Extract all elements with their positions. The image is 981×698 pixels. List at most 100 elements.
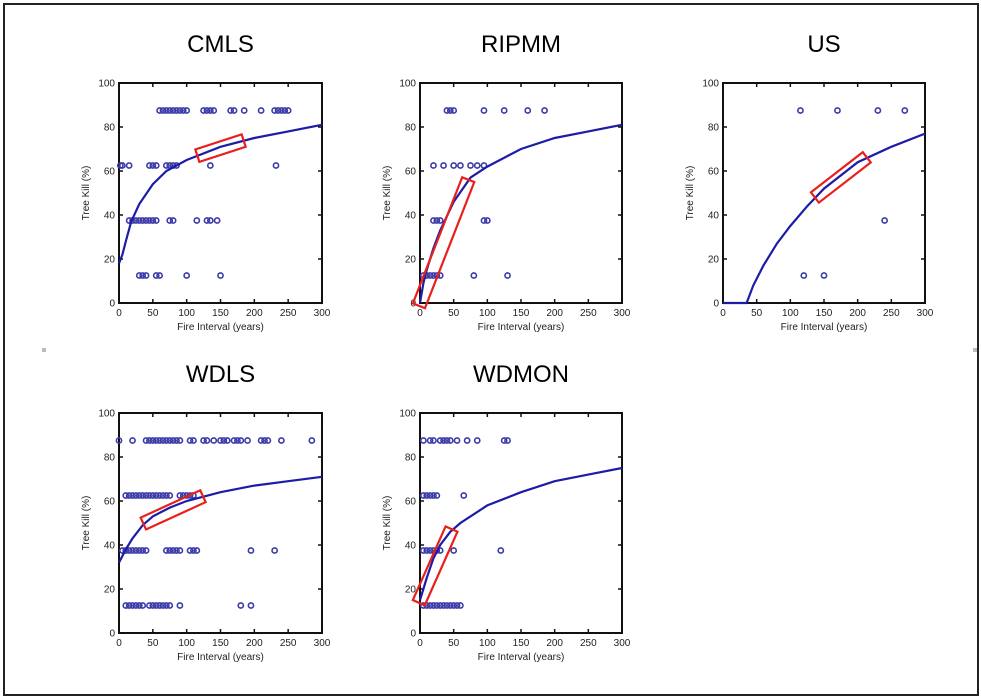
y-tick-label: 80 bbox=[104, 123, 116, 134]
data-point bbox=[156, 492, 163, 499]
data-point bbox=[460, 492, 468, 499]
data-point bbox=[135, 602, 143, 609]
data-point bbox=[132, 547, 140, 554]
data-point bbox=[162, 492, 170, 499]
data-point bbox=[281, 107, 289, 114]
y-tick-label: 0 bbox=[109, 299, 115, 310]
subplot-wdmon: WDMON 0 50 100 150 200 250 300 0 20 40 60 80 100 Fire … bbox=[382, 361, 631, 663]
y-tick-label: 60 bbox=[104, 167, 116, 178]
data-point bbox=[210, 437, 218, 444]
data-point bbox=[450, 107, 458, 114]
x-tick-label: 50 bbox=[751, 308, 763, 319]
data-point bbox=[419, 492, 427, 499]
data-point bbox=[440, 437, 447, 444]
data-point bbox=[440, 602, 447, 609]
fit-curve bbox=[117, 123, 323, 264]
data-point bbox=[190, 437, 197, 444]
data-point bbox=[450, 547, 458, 554]
x-tick-label: 0 bbox=[720, 308, 726, 319]
data-point bbox=[193, 547, 201, 554]
data-point bbox=[125, 547, 133, 554]
data-point bbox=[203, 217, 211, 224]
y-tick-label: 40 bbox=[405, 211, 417, 222]
data-point bbox=[524, 107, 532, 114]
data-point bbox=[473, 437, 481, 444]
data-point bbox=[247, 547, 255, 554]
y-tick-label: 80 bbox=[405, 123, 417, 134]
data-point bbox=[443, 107, 451, 114]
data-point bbox=[443, 602, 451, 609]
data-point bbox=[176, 492, 184, 499]
x-tick-label: 50 bbox=[448, 308, 460, 319]
data-point bbox=[446, 107, 454, 114]
data-point bbox=[456, 602, 464, 609]
data-point bbox=[169, 217, 177, 224]
data-point bbox=[152, 272, 160, 279]
y-tick-label: 20 bbox=[708, 255, 720, 266]
x-tick-label: 100 bbox=[782, 308, 799, 319]
data-point bbox=[430, 162, 437, 169]
data-point bbox=[142, 217, 150, 224]
x-tick-label: 300 bbox=[614, 308, 631, 319]
data-point bbox=[125, 492, 133, 499]
data-point bbox=[500, 437, 508, 444]
subplot-wdls: WDLS 0 50 100 150 200 250 300 0 20 40 60 80 100 Fire I… bbox=[81, 361, 331, 663]
subplot-title: CMLS bbox=[187, 31, 254, 58]
data-point bbox=[146, 162, 153, 169]
data-point bbox=[450, 602, 458, 609]
x-axis-label: Fire Interval (years) bbox=[781, 322, 868, 333]
data-point bbox=[247, 602, 255, 609]
data-point bbox=[139, 602, 147, 609]
data-point bbox=[149, 602, 157, 609]
data-point bbox=[152, 217, 160, 224]
data-point bbox=[183, 272, 191, 279]
y-tick-label: 40 bbox=[104, 541, 116, 552]
data-point bbox=[152, 162, 160, 169]
data-point bbox=[129, 437, 136, 444]
y-tick-label: 80 bbox=[405, 453, 417, 464]
data-point bbox=[220, 437, 228, 444]
data-point bbox=[159, 437, 167, 444]
data-point bbox=[149, 492, 157, 499]
data-point bbox=[162, 437, 170, 444]
data-point bbox=[142, 547, 150, 554]
data-point bbox=[436, 217, 444, 224]
y-tick-label: 0 bbox=[410, 629, 416, 640]
y-tick-label: 80 bbox=[708, 123, 720, 134]
y-axis-label: Tree Kill (%) bbox=[685, 166, 696, 221]
data-point bbox=[156, 272, 163, 279]
data-point bbox=[423, 547, 431, 554]
data-point bbox=[430, 602, 437, 609]
data-point bbox=[152, 492, 160, 499]
data-point bbox=[206, 217, 214, 224]
y-tick-label: 60 bbox=[104, 497, 116, 508]
data-point bbox=[135, 492, 143, 499]
y-tick-label: 40 bbox=[708, 211, 720, 222]
data-point bbox=[467, 162, 474, 169]
data-point bbox=[152, 437, 160, 444]
data-point bbox=[149, 217, 157, 224]
subplot-title: US bbox=[807, 31, 840, 58]
data-point bbox=[874, 107, 882, 114]
data-point bbox=[156, 602, 163, 609]
data-point bbox=[453, 602, 461, 609]
data-point bbox=[135, 217, 143, 224]
x-tick-label: 300 bbox=[314, 308, 331, 319]
data-point bbox=[483, 217, 491, 224]
data-point bbox=[450, 162, 458, 169]
x-tick-label: 200 bbox=[546, 308, 563, 319]
x-tick-label: 150 bbox=[513, 638, 530, 649]
data-point bbox=[463, 437, 471, 444]
data-point bbox=[433, 602, 441, 609]
x-tick-label: 0 bbox=[417, 308, 423, 319]
subplot-title: WDMON bbox=[473, 361, 569, 388]
data-point bbox=[277, 437, 285, 444]
x-tick-label: 200 bbox=[849, 308, 866, 319]
data-point bbox=[176, 547, 184, 554]
data-point bbox=[190, 547, 197, 554]
data-point bbox=[430, 437, 437, 444]
axes-box bbox=[118, 412, 323, 634]
data-point bbox=[166, 107, 174, 114]
data-point bbox=[206, 162, 214, 169]
data-point bbox=[139, 217, 147, 224]
